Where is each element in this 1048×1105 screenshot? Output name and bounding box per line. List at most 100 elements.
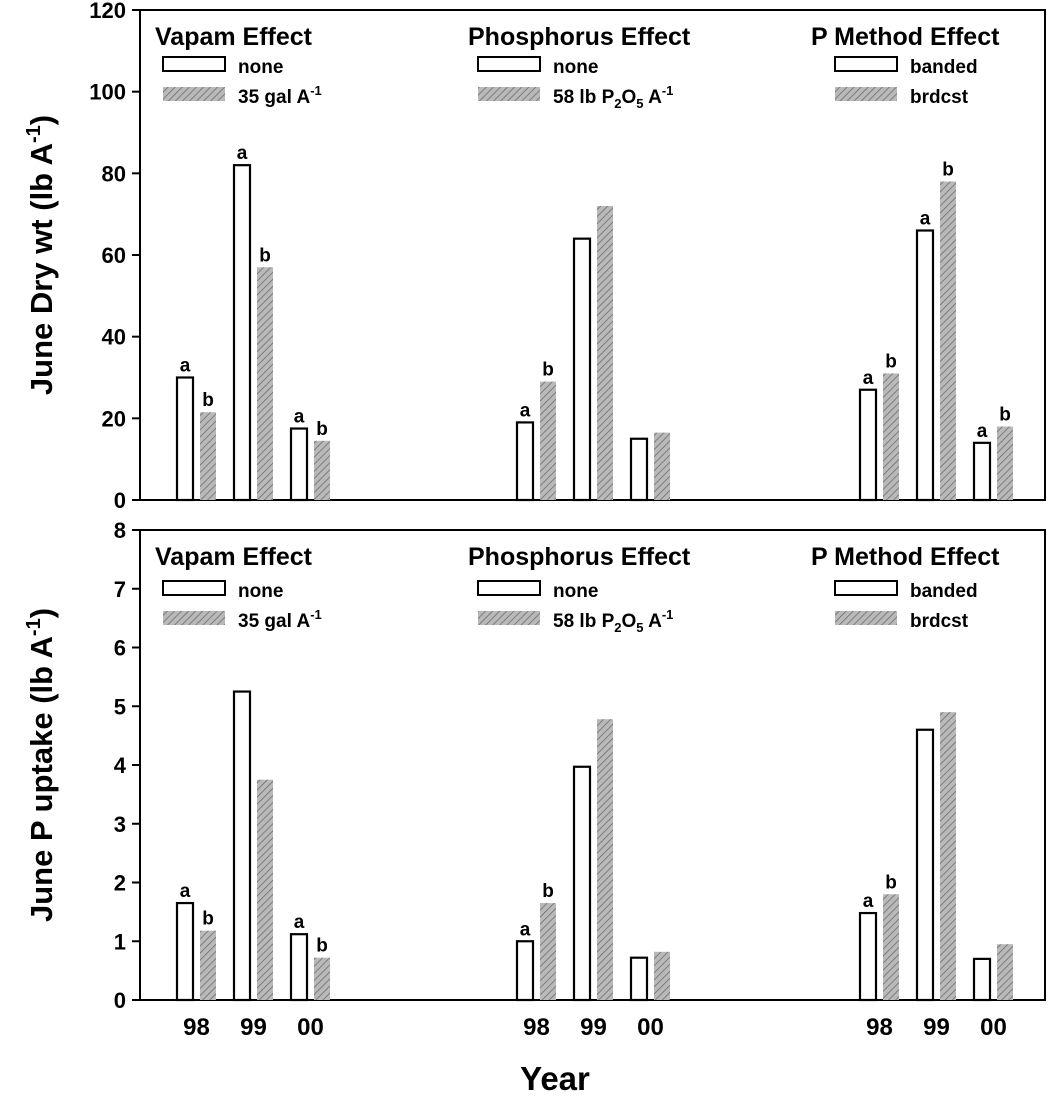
y-tick-label: 60 <box>102 243 126 268</box>
y-tick-label: 40 <box>102 325 126 350</box>
legend-swatch <box>477 56 541 72</box>
legend-label: none <box>553 581 598 602</box>
x-tick-label: 00 <box>637 1014 664 1041</box>
significance-letter: b <box>316 936 328 957</box>
significance-letter: b <box>202 390 214 411</box>
bar <box>654 432 670 500</box>
y-tick-label: 120 <box>89 0 126 23</box>
bar <box>175 901 195 1002</box>
bar <box>629 437 649 502</box>
bar <box>883 894 899 1000</box>
significance-letter: a <box>863 891 874 912</box>
bar <box>997 944 1013 1000</box>
bar <box>572 237 592 502</box>
panel-title: P Method Effect <box>811 23 1000 51</box>
significance-letter: b <box>942 160 954 181</box>
legend-swatch <box>163 87 225 101</box>
bar <box>915 229 935 502</box>
legend-swatch <box>162 580 226 596</box>
panel-title: Phosphorus Effect <box>468 543 691 571</box>
bar <box>654 951 670 1000</box>
y-tick-label: 80 <box>102 161 126 186</box>
bar <box>940 712 956 1000</box>
bar <box>289 427 309 502</box>
y-tick-label: 100 <box>89 80 126 105</box>
legend-swatch <box>478 87 540 101</box>
panel-2: P Method Effect banded brdcst ab 98 99 00 <box>811 543 1013 1041</box>
legend-label: 58 lb P2O5​ A-1​ <box>553 607 673 635</box>
bar <box>515 421 535 502</box>
legend-swatch <box>835 87 897 101</box>
legend-swatch <box>478 611 540 625</box>
bar <box>915 728 935 1002</box>
significance-letter: a <box>180 881 191 902</box>
y-tick-label: 1 <box>114 929 126 954</box>
bar <box>232 690 252 1002</box>
significance-letter: b <box>885 872 897 893</box>
x-tick-label: 99 <box>240 1014 267 1041</box>
legend-label: 58 lb P2O5​ A-1​ <box>553 83 673 111</box>
bar <box>200 412 216 500</box>
significance-letter: a <box>520 400 531 421</box>
x-tick-label: 00 <box>980 1014 1007 1041</box>
x-tick-label: 99 <box>580 1014 607 1041</box>
bar <box>858 388 878 502</box>
significance-letter: a <box>863 368 874 389</box>
x-tick-label: 99 <box>923 1014 950 1041</box>
y-tick-label: 7 <box>114 577 126 602</box>
legend-label: banded <box>910 57 978 78</box>
panel-1: Phosphorus Effect none 58 lb P2O5​ A-1​ ab <box>468 23 691 502</box>
significance-letter: b <box>999 405 1011 426</box>
x-tick-label: 98 <box>183 1014 210 1041</box>
bar <box>540 381 556 500</box>
x-tick-label: 98 <box>866 1014 893 1041</box>
y-tick-label: 3 <box>114 812 126 837</box>
x-axis-label: Year <box>520 1060 590 1097</box>
panel-title: P Method Effect <box>811 543 1000 571</box>
bar <box>232 164 252 502</box>
legend-label: none <box>238 57 283 78</box>
legend-label: banded <box>910 581 978 602</box>
significance-letter: a <box>294 407 305 428</box>
legend-swatch <box>834 580 898 596</box>
bar <box>972 957 992 1002</box>
bar <box>940 181 956 500</box>
bar <box>200 930 216 1000</box>
bar <box>314 440 330 500</box>
p-uptake-chart: 0 1 2 3 4 5 6 7 8 June P uptake (lb A-1) Vapam Eff… <box>23 518 1046 1041</box>
significance-letter: a <box>180 356 191 377</box>
significance-letter: a <box>977 421 988 442</box>
y-tick-label: 5 <box>114 694 126 719</box>
bar <box>257 779 273 1000</box>
significance-letter: b <box>885 351 897 372</box>
significance-letter: a <box>237 143 248 164</box>
y-tick-label: 20 <box>102 406 126 431</box>
y-tick-label: 2 <box>114 871 126 896</box>
plot-frame <box>139 9 1046 501</box>
significance-letter: a <box>294 912 305 933</box>
legend-label: none <box>553 57 598 78</box>
y-tick-label: 4 <box>114 753 127 778</box>
bar <box>629 956 649 1002</box>
bar <box>314 957 330 1000</box>
panel-title: Vapam Effect <box>155 543 313 571</box>
y-tick-label: 0 <box>114 988 126 1013</box>
bar <box>597 719 613 1000</box>
bar <box>289 933 309 1002</box>
significance-letter: b <box>259 245 271 266</box>
bar <box>883 373 899 500</box>
legend-swatch <box>477 580 541 596</box>
x-tick-label: 98 <box>523 1014 550 1041</box>
bar <box>572 765 592 1002</box>
y-tick-label: 0 <box>114 488 126 513</box>
panel-title: Phosphorus Effect <box>468 23 691 51</box>
legend-swatch <box>163 611 225 625</box>
legend-label: none <box>238 581 283 602</box>
legend-swatch <box>834 56 898 72</box>
significance-letter: a <box>520 919 531 940</box>
bar <box>175 376 195 502</box>
bar <box>540 903 556 1000</box>
legend-label: brdcst <box>910 611 969 632</box>
